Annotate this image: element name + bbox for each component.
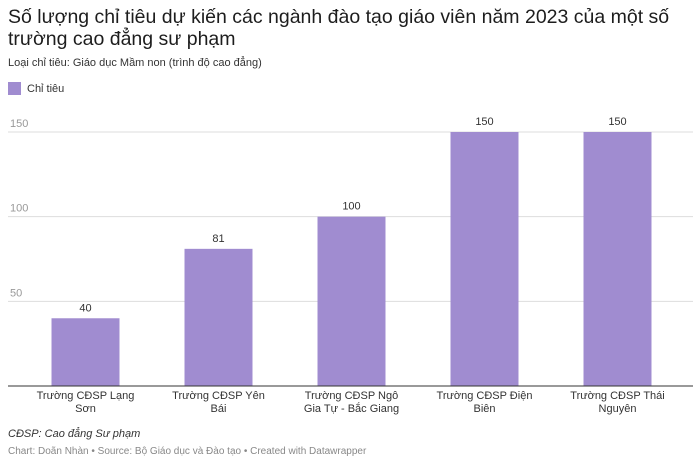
- bar-value-label: 150: [608, 116, 626, 128]
- chart-subtitle: Loại chỉ tiêu: Giáo dục Mầm non (trình đ…: [8, 57, 262, 69]
- legend-swatch: [8, 82, 21, 95]
- bar-value-label: 40: [79, 302, 91, 314]
- bar[interactable]: [583, 132, 652, 386]
- x-category-label: Trường CĐSP Ngô Gia Tự - Bắc Giang: [303, 390, 400, 415]
- y-tick-label: 150: [10, 118, 28, 130]
- x-category-label: Trường CĐSP Yên Bái: [172, 390, 265, 415]
- y-tick-label: 50: [10, 287, 22, 299]
- chart-footer: Chart: Doãn Nhàn • Source: Bộ Giáo dục v…: [8, 446, 367, 457]
- bar[interactable]: [450, 132, 519, 386]
- y-tick-label: 100: [10, 203, 28, 215]
- bar[interactable]: [317, 216, 386, 386]
- bar-value-label: 150: [475, 116, 493, 128]
- x-category-label: Trường CĐSP Thái Nguyên: [570, 390, 665, 415]
- bar[interactable]: [184, 248, 253, 386]
- bar-value-label: 81: [212, 233, 224, 245]
- x-category-label: Trường CĐSP Điện Biên: [436, 390, 533, 415]
- legend: Chỉ tiêu: [8, 82, 64, 95]
- bar[interactable]: [51, 318, 120, 386]
- bar-value-label: 100: [342, 201, 360, 213]
- x-category-label: Trường CĐSP Lạng Sơn: [36, 390, 135, 415]
- legend-label: Chỉ tiêu: [27, 82, 65, 95]
- chart-title: Số lượng chỉ tiêu dự kiến các ngành đào …: [8, 6, 670, 50]
- chart-note: CĐSP: Cao đẳng Sư phạm: [8, 428, 141, 440]
